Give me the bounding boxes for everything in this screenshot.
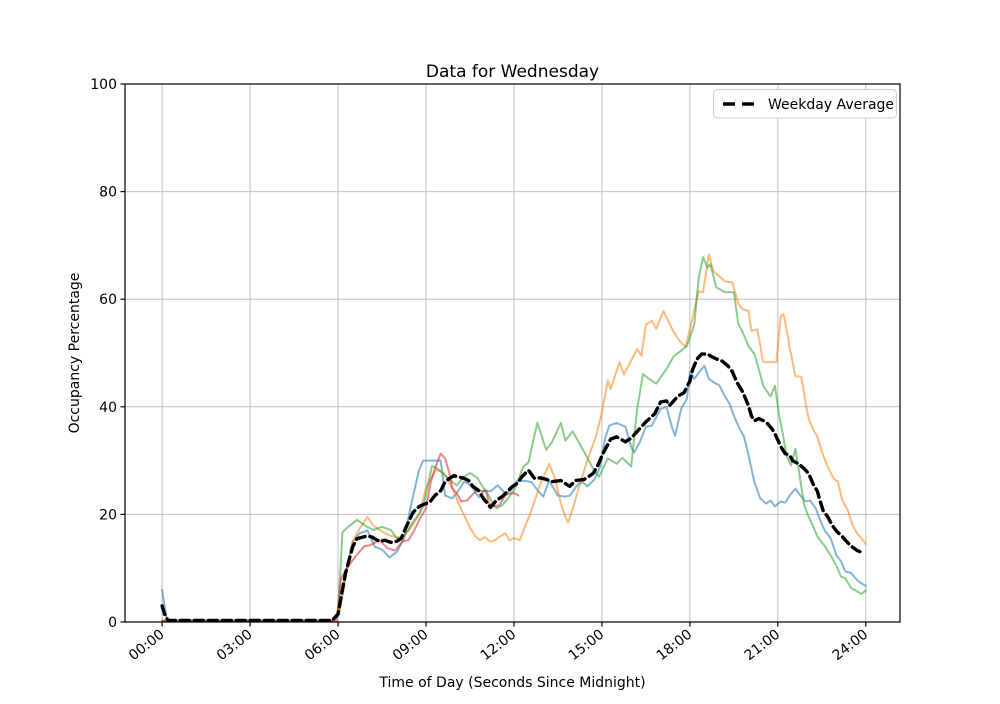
x-tick-label: 06:00: [302, 627, 344, 664]
legend-label: Weekday Average: [768, 97, 894, 113]
y-tick-label: 40: [99, 400, 117, 416]
plot-border: [124, 83, 901, 623]
x-tick-label: 09:00: [390, 627, 432, 664]
chart-title: Data for Wednesday: [426, 62, 599, 82]
series-line-weekday-average: [160, 352, 865, 623]
x-axis-label: Time of Day (Seconds Since Midnight): [378, 675, 645, 691]
y-tick-label: 20: [99, 507, 117, 523]
grid-lines: [125, 83, 900, 623]
x-tick-label: 24:00: [830, 627, 872, 664]
y-axis-label: Occupancy Percentage: [67, 273, 83, 434]
data-series-lines: [160, 253, 867, 623]
series-line-day-series-red: [161, 452, 520, 622]
y-tick-label: 100: [90, 77, 117, 93]
y-tick-label: 60: [99, 292, 117, 308]
y-tick-label: 0: [108, 615, 117, 631]
legend-box: [713, 89, 897, 119]
x-tick-label: 15:00: [566, 627, 608, 664]
series-line-day-series-green: [161, 256, 867, 622]
series-line-day-series-blue: [161, 364, 867, 622]
x-tick-label: 03:00: [214, 627, 256, 664]
x-tick-label: 00:00: [126, 627, 168, 664]
x-tick-label: 21:00: [742, 627, 784, 664]
y-tick-label: 80: [99, 185, 117, 201]
axes-spines-and-ticks: 00:00 03:00 06:00 09:00 12:00 15:00 18:00 21:00…: [90, 77, 901, 664]
legend: Weekday Average: [713, 89, 897, 119]
x-tick-label: 12:00: [478, 627, 520, 664]
x-tick-label: 18:00: [654, 627, 696, 664]
